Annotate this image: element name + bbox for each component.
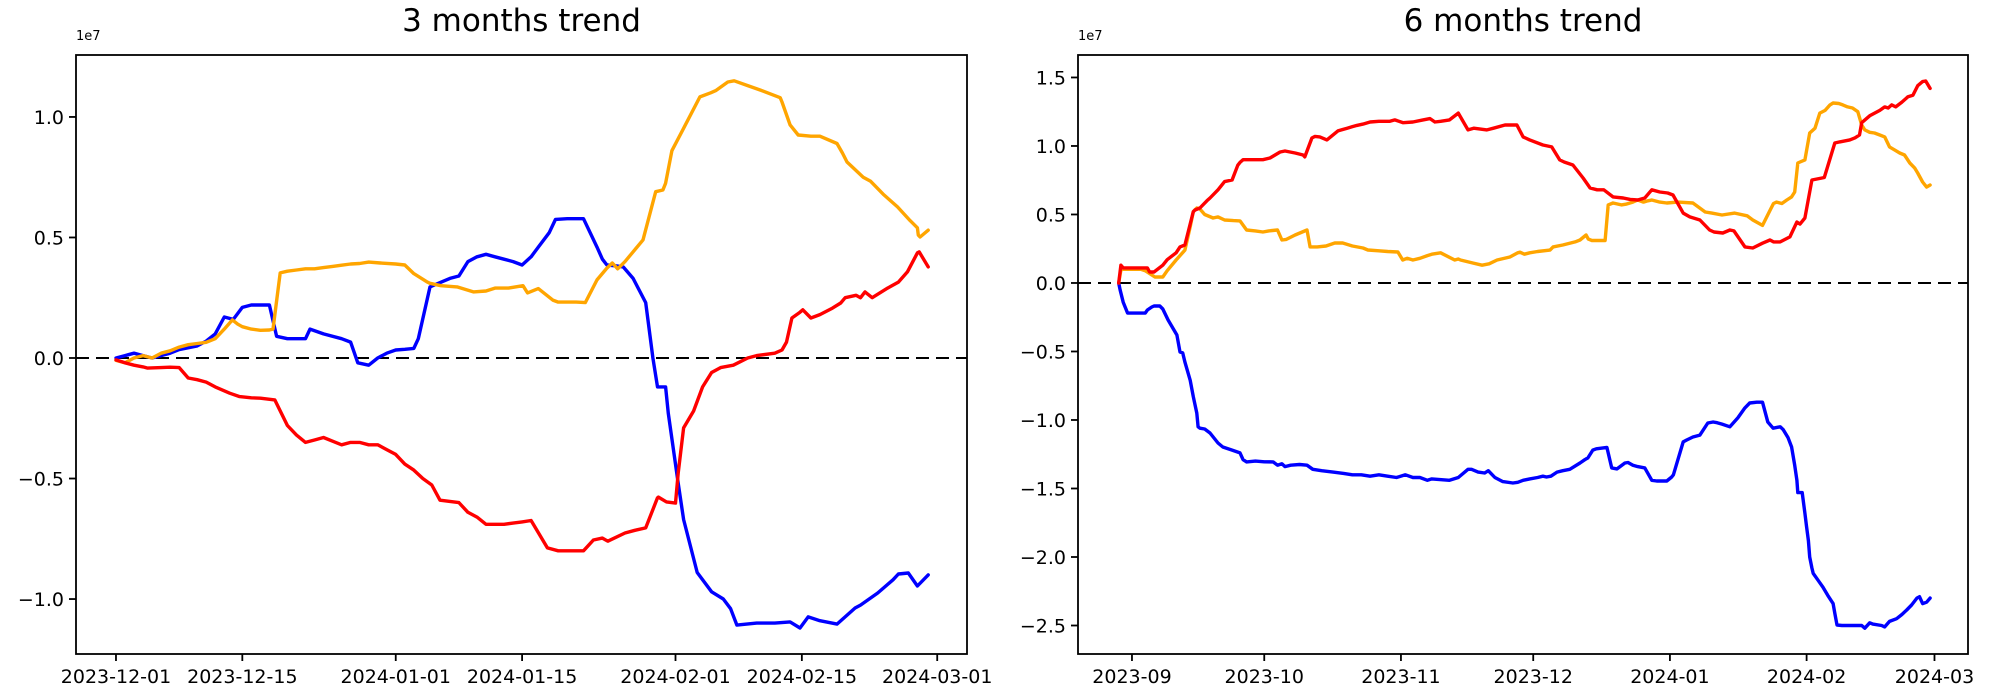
x-tick-label: 2023-12 xyxy=(1494,666,1573,688)
series-line-orange xyxy=(114,79,930,365)
y-tick-label: 0.0 xyxy=(34,348,64,370)
y-tick-label: −0.5 xyxy=(1020,341,1066,363)
series-line-red xyxy=(114,250,930,553)
y-tick-label: −1.0 xyxy=(18,589,64,611)
y-tick-label: −1.0 xyxy=(1020,410,1066,432)
y-tick-label: −0.5 xyxy=(18,469,64,491)
y-tick-label: −2.0 xyxy=(1020,547,1066,569)
y-tick-label: 0.5 xyxy=(34,227,64,249)
chart-title-3-months: 3 months trend xyxy=(402,3,641,39)
y-tick-label: 1.5 xyxy=(1036,67,1066,89)
x-tick-label: 2024-03-01 xyxy=(882,666,992,688)
series-line-blue xyxy=(114,216,930,630)
x-tick-label: 2023-09 xyxy=(1092,666,1171,688)
x-tick-label: 2024-02 xyxy=(1767,666,1846,688)
chart-title-6-months: 6 months trend xyxy=(1403,3,1643,39)
x-tick-label: 2023-12-01 xyxy=(61,666,171,688)
x-tick-label: 2023-10 xyxy=(1225,666,1304,688)
y-tick-label: 1.0 xyxy=(34,107,64,129)
axes-frame xyxy=(1077,54,1969,655)
x-tick-label: 2023-12-15 xyxy=(187,666,297,688)
y-tick-label: 0.0 xyxy=(1036,273,1066,295)
y-axis-offset-label-right: 1e7 xyxy=(1078,29,1103,44)
y-tick-label: −1.5 xyxy=(1020,478,1066,500)
series-line-blue xyxy=(1116,281,1932,630)
x-tick-label: 2023-11 xyxy=(1361,666,1440,688)
x-tick-label: 2024-01-15 xyxy=(467,666,577,688)
y-tick-label: 1.0 xyxy=(1036,136,1066,158)
x-tick-label: 2024-02-15 xyxy=(747,666,857,688)
y-tick-label: 0.5 xyxy=(1036,204,1066,226)
x-tick-label: 2024-01-01 xyxy=(341,666,451,688)
y-tick-label: −2.5 xyxy=(1020,616,1066,638)
x-tick-label: 2024-03 xyxy=(1895,666,1974,688)
series-line-orange xyxy=(1116,101,1932,285)
x-tick-label: 2024-02-01 xyxy=(620,666,730,688)
axes-frame xyxy=(75,54,968,655)
y-axis-offset-label-left: 1e7 xyxy=(76,29,101,44)
series-line-red xyxy=(1116,79,1932,285)
x-tick-label: 2024-01 xyxy=(1630,666,1709,688)
